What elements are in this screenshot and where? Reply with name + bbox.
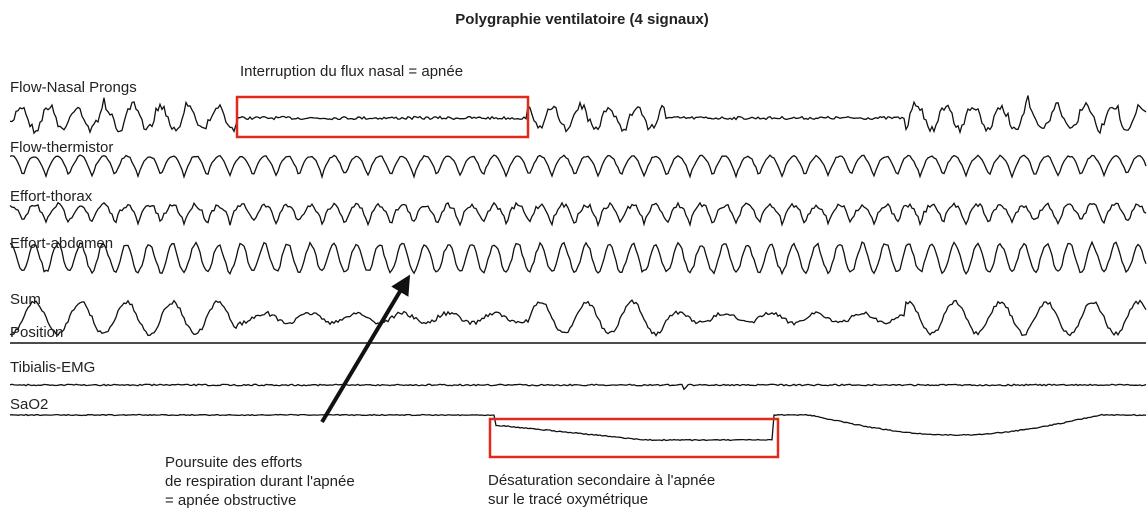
signal-trace [10,300,1146,335]
signal-trace [10,203,1146,226]
desaturation-line: sur le tracé oxymétrique [488,491,648,508]
channel-label: Flow-Nasal Prongs [10,79,137,96]
channel-label: Position [10,324,63,341]
figure-title: Polygraphie ventilatoire (4 signaux) [455,11,708,28]
signal-traces [10,96,1146,441]
efforts-line: Poursuite des efforts [165,454,302,471]
desaturation-line: Désaturation secondaire à l'apnée [488,472,715,489]
channel-label: Sum [10,291,41,308]
channel-label: Effort-thorax [10,188,93,205]
signal-trace [10,155,1146,177]
signal-trace [10,96,1146,134]
efforts-line: = apnée obstructive [165,492,296,509]
channel-label: SaO2 [10,396,48,413]
channel-labels: Flow-Nasal Prongs Flow-thermistor Effort-t… [10,79,137,413]
signal-trace [10,242,1146,274]
channel-label: Tibialis-EMG [10,359,95,376]
desaturation-box [490,419,778,457]
channel-label: Flow-thermistor [10,139,113,156]
arrow [322,278,408,422]
signal-trace [10,384,1146,389]
apnea-annotation: Interruption du flux nasal = apnée [240,63,463,80]
channel-label: Effort-abdomen [10,235,113,252]
efforts-line: de respiration durant l'apnée [165,473,355,490]
